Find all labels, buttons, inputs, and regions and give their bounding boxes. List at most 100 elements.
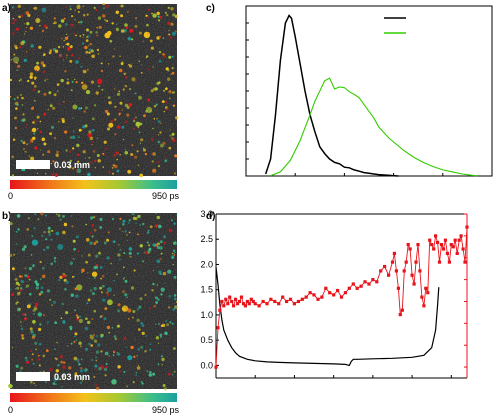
micrograph-spot — [20, 366, 23, 370]
micrograph-spot — [58, 24, 62, 28]
panel-b-micrograph-spots — [8, 212, 178, 391]
lifetime-point — [292, 302, 296, 306]
micrograph-spot — [33, 227, 36, 230]
micrograph-spot — [56, 83, 60, 86]
micrograph-spot — [13, 253, 16, 256]
micrograph-spot — [119, 55, 121, 58]
micrograph-spot — [86, 28, 89, 31]
micrograph-spot — [174, 154, 178, 158]
micrograph-spot — [39, 120, 42, 123]
micrograph-spot — [147, 249, 151, 253]
micrograph-spot — [122, 38, 125, 40]
micrograph-spot — [74, 335, 76, 338]
micrograph-spot — [42, 282, 45, 285]
micrograph-spot — [91, 236, 94, 238]
micrograph-spot — [155, 336, 160, 340]
micrograph-spot — [62, 378, 64, 380]
lifetime-point — [247, 302, 251, 306]
micrograph-spot — [139, 224, 141, 226]
micrograph-spot — [156, 117, 158, 120]
micrograph-spot — [82, 34, 85, 36]
lifetime-point — [441, 247, 446, 251]
micrograph-spot — [132, 118, 135, 120]
micrograph-spot — [132, 119, 136, 123]
micrograph-spot — [136, 150, 139, 153]
micrograph-spot — [11, 267, 15, 271]
micrograph-spot — [46, 289, 51, 293]
micrograph-spot — [22, 147, 26, 151]
chart-d: 0.0 0.5 1.0 1.5 2.0 2.5 3.0 — [200, 209, 469, 379]
micrograph-spot — [65, 275, 67, 277]
lifetime-point — [394, 269, 398, 273]
lifetime-point — [400, 308, 404, 312]
micrograph-spot — [137, 348, 140, 351]
micrograph-spot — [36, 61, 39, 65]
micrograph-spot — [107, 30, 112, 36]
micrograph-spot — [137, 364, 140, 367]
micrograph-spot — [68, 366, 72, 370]
micrograph-spot — [141, 331, 145, 335]
micrograph-spot — [169, 97, 171, 100]
micrograph-spot — [85, 347, 88, 351]
micrograph-spot — [134, 92, 137, 95]
micrograph-spot — [89, 335, 94, 340]
micrograph-spot — [141, 324, 145, 327]
micrograph-spot — [115, 151, 119, 155]
micrograph-spot — [28, 278, 31, 281]
micrograph-spot — [93, 242, 97, 245]
micrograph-spot — [147, 98, 151, 102]
micrograph-spot — [29, 142, 31, 144]
micrograph-spot — [66, 345, 69, 347]
micrograph-spot — [52, 106, 56, 110]
micrograph-spot — [172, 13, 176, 17]
micrograph-spot — [63, 160, 65, 162]
micrograph-spot — [139, 173, 143, 178]
micrograph-spot — [87, 342, 91, 346]
micrograph-spot — [173, 370, 176, 373]
micrograph-spot — [115, 23, 118, 25]
lifetime-point — [461, 247, 465, 251]
micrograph-spot — [72, 104, 78, 110]
micrograph-spot — [81, 255, 83, 257]
micrograph-spot — [63, 39, 65, 42]
lifetime-point — [463, 260, 467, 264]
micrograph-spot — [104, 367, 108, 371]
micrograph-spot — [92, 333, 96, 337]
micrograph-spot — [170, 22, 174, 26]
micrograph-spot — [52, 160, 55, 163]
micrograph-spot — [176, 214, 178, 216]
micrograph-spot — [15, 230, 18, 233]
micrograph-spot — [88, 48, 92, 51]
micrograph-spot — [153, 305, 156, 308]
micrograph-spot — [158, 322, 160, 325]
micrograph-spot — [174, 305, 178, 309]
micrograph-spot — [122, 230, 124, 232]
micrograph-spot — [163, 89, 166, 92]
micrograph-spot — [118, 114, 120, 116]
micrograph-spot — [82, 5, 84, 8]
micrograph-spot — [31, 358, 34, 361]
micrograph-spot — [52, 382, 56, 385]
micrograph-spot — [98, 251, 101, 255]
lifetime-point — [245, 299, 249, 304]
micrograph-spot — [168, 306, 171, 309]
micrograph-spot — [69, 59, 73, 63]
micrograph-spot — [175, 116, 179, 120]
panel-a-micrograph-spots — [9, 2, 179, 178]
micrograph-spot — [114, 105, 117, 108]
micrograph-spot — [119, 248, 122, 251]
lifetime-point — [371, 278, 375, 282]
micrograph-spot — [161, 100, 165, 103]
micrograph-spot — [149, 348, 152, 351]
micrograph-spot — [15, 364, 19, 368]
micrograph-spot — [106, 256, 110, 260]
micrograph-spot — [117, 253, 121, 257]
micrograph-spot — [151, 289, 154, 292]
micrograph-spot — [118, 90, 121, 93]
micrograph-spot — [84, 157, 86, 159]
micrograph-spot — [172, 104, 175, 107]
micrograph-spot — [87, 320, 91, 325]
micrograph-spot — [135, 371, 138, 374]
micrograph-spot — [138, 95, 142, 100]
micrograph-spot — [79, 369, 84, 373]
